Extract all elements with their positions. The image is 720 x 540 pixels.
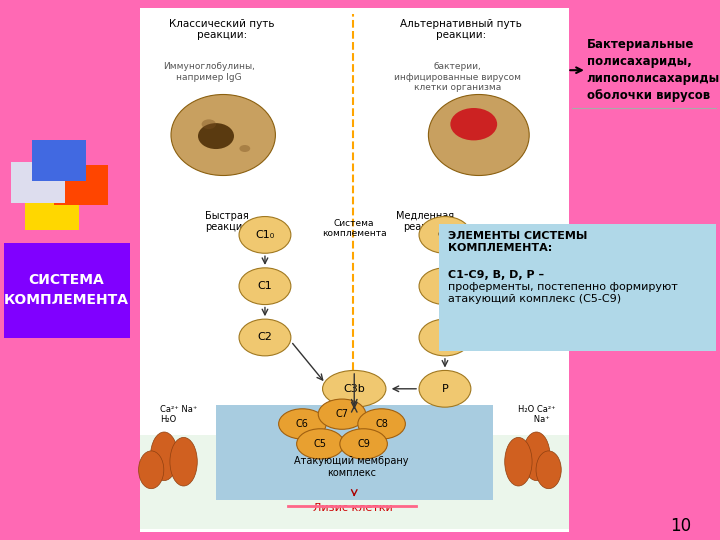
- Text: Система
комплемента: Система комплемента: [322, 219, 387, 238]
- Ellipse shape: [138, 451, 163, 489]
- Ellipse shape: [170, 437, 197, 486]
- Ellipse shape: [279, 409, 326, 439]
- Text: Бактериальные
полисахариды,
липополисахариды,
оболочки вирусов: Бактериальные полисахариды, липополисаха…: [587, 38, 720, 102]
- Bar: [25, 189, 79, 230]
- Text: C1: C1: [258, 281, 272, 291]
- Text: Ca²⁺ Na⁺
H₂O: Ca²⁺ Na⁺ H₂O: [160, 405, 197, 424]
- Ellipse shape: [171, 94, 275, 176]
- Text: B: B: [441, 281, 449, 291]
- Text: C9: C9: [357, 439, 370, 449]
- Text: C3b: C3b: [343, 384, 365, 394]
- Text: ЭЛЕМЕНТЫ СИСТЕМЫ
КОМПЛЕМЕНТА:: ЭЛЕМЕНТЫ СИСТЕМЫ КОМПЛЕМЕНТА:: [448, 231, 588, 253]
- Text: Быстрая
реакция: Быстрая реакция: [205, 211, 248, 232]
- Ellipse shape: [505, 437, 532, 486]
- Ellipse shape: [239, 145, 251, 152]
- Ellipse shape: [239, 268, 291, 305]
- Ellipse shape: [318, 399, 366, 429]
- Text: бактерии,
инфицированные вирусом
клетки организма: бактерии, инфицированные вирусом клетки …: [394, 62, 521, 92]
- Text: P: P: [441, 384, 449, 394]
- Text: СИСТЕМА
КОМПЛЕМЕНТА: СИСТЕМА КОМПЛЕМЕНТА: [4, 273, 129, 307]
- Ellipse shape: [428, 94, 529, 176]
- Ellipse shape: [536, 451, 562, 489]
- Text: Лизис клетки: Лизис клетки: [313, 503, 392, 514]
- Bar: [11, 162, 65, 202]
- Ellipse shape: [239, 319, 291, 356]
- Text: C3: C3: [438, 230, 452, 240]
- Ellipse shape: [202, 119, 216, 129]
- Text: проферменты, постепенно формируют
атакующий комплекс (С5-С9): проферменты, постепенно формируют атакую…: [448, 282, 678, 304]
- Ellipse shape: [239, 217, 291, 253]
- Ellipse shape: [419, 268, 471, 305]
- Text: Медленная
реакция: Медленная реакция: [396, 211, 454, 232]
- Text: D: D: [441, 333, 449, 342]
- Text: C1₀: C1₀: [256, 230, 274, 240]
- Text: Классический путь
реакции:: Классический путь реакции:: [169, 19, 274, 40]
- Text: Иммуноглобулины,
например IgG: Иммуноглобулины, например IgG: [163, 62, 255, 82]
- Text: C8: C8: [375, 419, 388, 429]
- Text: C5: C5: [314, 439, 327, 449]
- FancyBboxPatch shape: [140, 8, 569, 532]
- Text: С1-С9, B, D, P –: С1-С9, B, D, P –: [448, 270, 544, 280]
- Ellipse shape: [451, 108, 498, 140]
- Ellipse shape: [150, 432, 178, 481]
- Bar: [216, 405, 493, 500]
- Text: 10: 10: [670, 517, 691, 535]
- Ellipse shape: [340, 429, 387, 459]
- Ellipse shape: [198, 123, 234, 149]
- Ellipse shape: [297, 429, 344, 459]
- Bar: [140, 435, 569, 529]
- Text: Атакующий мембрану
комплекс: Атакующий мембрану комплекс: [294, 456, 409, 478]
- Bar: [4, 243, 130, 338]
- Text: H₂O Ca²⁺
      Na⁺: H₂O Ca²⁺ Na⁺: [518, 405, 556, 424]
- Text: C6: C6: [296, 419, 309, 429]
- Bar: [54, 165, 108, 205]
- Bar: [439, 224, 716, 351]
- Text: C2: C2: [258, 333, 272, 342]
- Bar: [32, 140, 86, 181]
- Text: Альтернативный путь
реакции:: Альтернативный путь реакции:: [400, 19, 522, 40]
- Ellipse shape: [323, 370, 386, 407]
- Ellipse shape: [419, 217, 471, 253]
- Ellipse shape: [358, 409, 405, 439]
- Ellipse shape: [419, 370, 471, 407]
- Ellipse shape: [419, 319, 471, 356]
- Ellipse shape: [523, 432, 550, 481]
- Text: C7: C7: [336, 409, 348, 419]
